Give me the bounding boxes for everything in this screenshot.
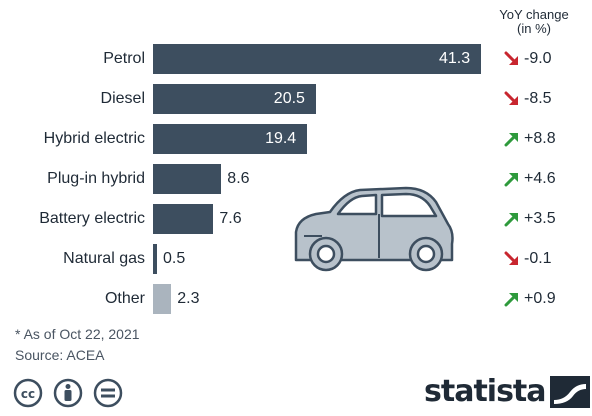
arrow-up-right-icon <box>504 133 518 147</box>
footnote: * As of Oct 22, 2021 <box>15 326 140 342</box>
arrow-up-right-icon <box>504 293 518 307</box>
bar-value-label: 19.4 <box>265 130 297 147</box>
yoy-header-line-2: (in %) <box>517 21 551 36</box>
yoy-change-value: +4.6 <box>524 170 556 187</box>
bar <box>153 124 308 154</box>
bar <box>153 84 316 114</box>
statista-brand: statista <box>424 374 590 410</box>
arrow-up-right-icon <box>504 213 518 227</box>
yoy-change-value: -8.5 <box>524 90 552 107</box>
bar-value-label: 41.3 <box>439 50 471 67</box>
yoy-change-value: +3.5 <box>524 210 556 227</box>
category-label: Other <box>104 290 145 307</box>
category-label: Natural gas <box>63 250 145 267</box>
yoy-change-value: -0.1 <box>524 250 552 267</box>
bar <box>153 44 481 74</box>
arrow-down-right-icon <box>504 251 518 265</box>
yoy-header: YoY change (in %) <box>480 8 588 36</box>
bar-value-label: 2.3 <box>177 290 200 307</box>
bar <box>153 284 172 314</box>
yoy-change-value: -9.0 <box>524 50 552 67</box>
arrow-down-right-icon <box>504 91 518 105</box>
license-icons: cc <box>13 378 123 408</box>
creative-commons-icon: cc <box>13 378 43 408</box>
category-label: Diesel <box>100 90 145 107</box>
bar-value-label: 20.5 <box>273 90 305 107</box>
arrow-down-right-icon <box>504 51 518 65</box>
yoy-change-value: +0.9 <box>524 290 556 307</box>
arrow-up-right-icon <box>504 173 518 187</box>
statista-logo-icon <box>549 376 590 408</box>
car-icon <box>294 186 454 272</box>
category-label: Hybrid electric <box>43 130 145 147</box>
bar <box>153 244 157 274</box>
attribution-icon <box>53 378 83 408</box>
svg-text:cc: cc <box>21 387 35 401</box>
yoy-change-value: +8.8 <box>524 130 556 147</box>
category-label: Plug-in hybrid <box>47 170 145 187</box>
category-label: Petrol <box>103 50 145 67</box>
bar-value-label: 7.6 <box>219 210 242 227</box>
source-note: Source: ACEA <box>15 347 105 363</box>
bar <box>153 204 214 234</box>
statista-wordmark: statista <box>424 374 547 409</box>
yoy-header-line-1: YoY change <box>499 7 569 22</box>
bar-value-label: 0.5 <box>162 250 186 267</box>
bar <box>153 164 222 194</box>
category-label: Battery electric <box>39 210 145 227</box>
bar-value-label: 8.6 <box>227 170 250 187</box>
no-derivatives-icon <box>93 378 123 408</box>
